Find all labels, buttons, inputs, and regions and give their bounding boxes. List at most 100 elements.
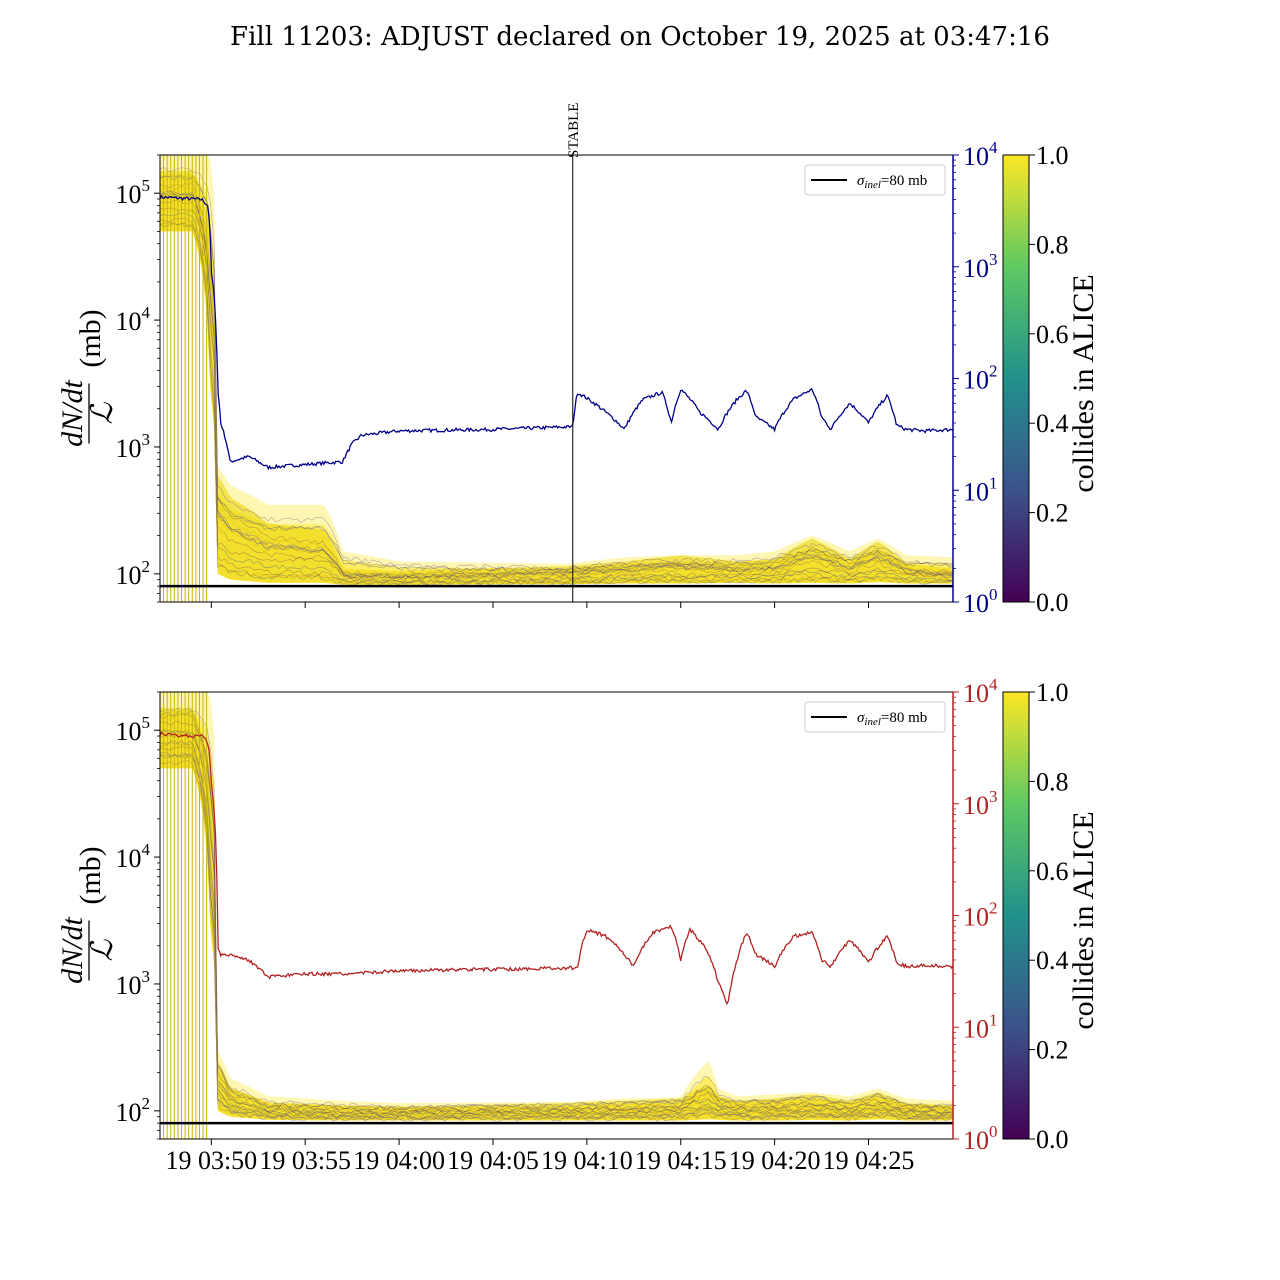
tick-base: 10 <box>116 717 142 746</box>
bot-band-trace <box>160 746 953 1119</box>
y-label-numerator: dN/dt <box>56 916 89 983</box>
tick-base: 10 <box>116 434 142 463</box>
y-label-numerator: dN/dt <box>56 379 89 446</box>
bot-band-trace <box>160 741 953 1118</box>
bot-band-trace <box>160 729 953 1115</box>
bot-band-trace <box>160 738 953 1118</box>
bot-band-trace <box>160 751 953 1121</box>
top-band-trace <box>160 175 953 573</box>
right-tick-label: 103 <box>963 250 998 283</box>
x-tick-label: 19 03:55 <box>259 1146 351 1175</box>
bot-band-trace <box>160 730 953 1115</box>
tick-exponent: 4 <box>989 138 998 157</box>
top-band-trace <box>160 196 953 580</box>
bot-band-trace <box>160 707 953 1110</box>
colorbar-tick-label: 1.0 <box>1036 141 1069 170</box>
tick-exponent: 2 <box>142 557 151 576</box>
top-colorbar: 0.0 0.2 0.4 0.6 0.8 1.0 collides in ALICE <box>1002 141 1100 617</box>
top-band-trace <box>160 175 953 573</box>
colorbar-tick-label: 0.2 <box>1036 499 1069 528</box>
colorbar-label: collides in ALICE <box>1067 811 1100 1029</box>
tick-base: 10 <box>116 1098 142 1127</box>
top-band-trace <box>160 199 953 581</box>
left-tick-label: 102 <box>116 1094 151 1127</box>
colorbar-tick-label: 1.0 <box>1036 678 1069 707</box>
colorbar-tick-label: 0.8 <box>1036 230 1069 259</box>
tick-base: 10 <box>963 254 989 283</box>
top-band-trace <box>160 181 953 576</box>
y-label-group: dN/dtℒ (mb) <box>56 846 119 984</box>
top-band-trace <box>160 207 953 581</box>
top-band-trace <box>160 166 953 571</box>
bot-band-trace <box>160 720 953 1113</box>
right-tick-label: 103 <box>963 787 998 820</box>
tick-exponent: 0 <box>989 585 998 604</box>
tick-exponent: 3 <box>142 430 151 449</box>
right-tick-label: 100 <box>963 1122 998 1155</box>
y-label-unit: (mb) <box>74 846 107 904</box>
bot-band-trace <box>160 732 953 1116</box>
tick-base: 10 <box>963 477 989 506</box>
left-tick-label: 103 <box>116 430 151 463</box>
colorbar-tick-label: 0.4 <box>1036 409 1069 438</box>
top-stable-layer: STABLE <box>566 103 582 602</box>
bot-band-trace <box>160 745 953 1119</box>
y-label-denominator: ℒ <box>86 401 119 424</box>
x-tick-label: 19 04:05 <box>447 1146 539 1175</box>
tick-base: 10 <box>116 971 142 1000</box>
colorbar-tick-label: 0.6 <box>1036 857 1069 886</box>
top-band-trace <box>160 199 953 580</box>
y-label-unit: (mb) <box>74 309 107 367</box>
tick-base: 10 <box>963 1014 989 1043</box>
bot-band-trace <box>160 750 953 1120</box>
right-tick-label: 101 <box>963 1010 998 1043</box>
tick-exponent: 4 <box>142 303 151 322</box>
tick-exponent: 1 <box>989 473 998 492</box>
top-band-trace <box>160 222 953 586</box>
tick-exponent: 2 <box>989 899 998 918</box>
bot-band-trace <box>160 752 953 1121</box>
top-right-axis-line <box>160 194 953 471</box>
top-band-trace <box>160 223 953 587</box>
x-tick-label: 19 04:10 <box>541 1146 633 1175</box>
bottom-y-label: dN/dtℒ (mb) <box>56 846 119 984</box>
tick-exponent: 5 <box>142 176 151 195</box>
legend-rest: =80 mb <box>881 173 927 189</box>
top-band-trace <box>160 188 953 576</box>
colorbar-gradient <box>1002 691 1030 1140</box>
right-tick-label: 100 <box>963 585 998 618</box>
right-tick-label: 102 <box>963 899 998 932</box>
bot-right-axis-line <box>160 731 953 1006</box>
bot-band-trace <box>160 729 953 1115</box>
colorbar-tick-label: 0.6 <box>1036 320 1069 349</box>
left-tick-label: 102 <box>116 557 151 590</box>
legend-box <box>804 164 946 196</box>
legend-sigma: σ <box>857 173 865 189</box>
y-label-denominator: ℒ <box>86 938 119 961</box>
top-band-trace <box>160 222 953 587</box>
top-bands-layer <box>160 155 953 587</box>
tick-exponent: 3 <box>989 787 998 806</box>
top-band-trace <box>160 190 953 579</box>
colorbar-label: collides in ALICE <box>1067 274 1100 492</box>
legend-box <box>804 701 946 733</box>
legend-label: σinel=80 mb <box>857 710 927 728</box>
y-label-group: dN/dtℒ (mb) <box>56 309 119 447</box>
tick-exponent: 3 <box>989 250 998 269</box>
bot-band-trace <box>160 711 953 1111</box>
colorbar-tick-label: 0.2 <box>1036 1036 1069 1065</box>
right-tick-label: 102 <box>963 362 998 395</box>
bot-band-trace <box>160 713 953 1111</box>
bot-band-core <box>160 707 953 1121</box>
bot-band-trace <box>160 753 953 1121</box>
bottom-x-ticks: 19 03:50 19 03:55 19 04:00 19 04:05 19 04:10… <box>165 1139 914 1175</box>
left-tick-label: 105 <box>116 713 151 746</box>
left-tick-label: 105 <box>116 176 151 209</box>
tick-exponent: 4 <box>142 840 151 859</box>
tick-base: 10 <box>963 142 989 171</box>
